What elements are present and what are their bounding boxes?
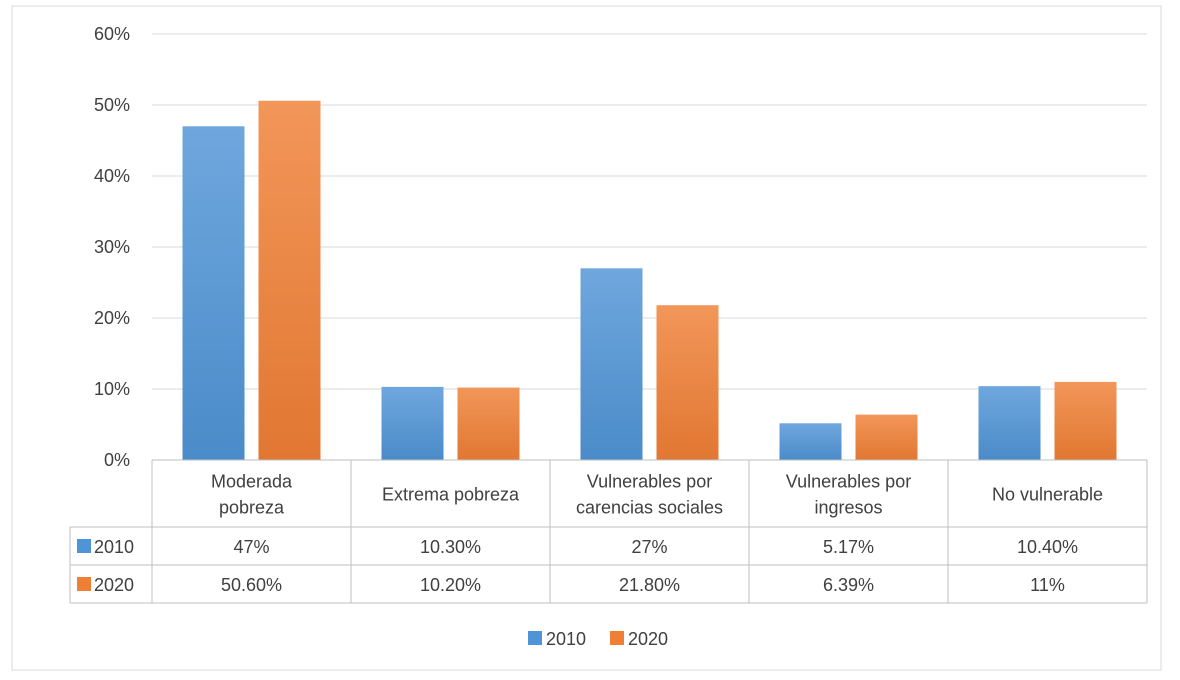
category-label: Vulnerables por: [786, 472, 911, 492]
legend-key-2020: [610, 631, 624, 645]
bar-2010-3: [779, 423, 842, 460]
table-cell-value: 10.30%: [420, 537, 481, 557]
legend-label: 2020: [628, 629, 668, 649]
table-cell-value: 27%: [631, 537, 667, 557]
bar-2020-2: [656, 305, 719, 460]
y-tick-label: 10%: [94, 379, 130, 399]
data-table: Moderada pobreza Extrema pobreza Vulnerable…: [69, 459, 1148, 604]
y-tick-label: 50%: [94, 95, 130, 115]
y-axis-tick-labels: 0% 10% 20% 30% 40% 50% 60%: [94, 24, 130, 470]
table-cell-value: 6.39%: [823, 575, 874, 595]
category-label: pobreza: [219, 498, 285, 518]
y-tick-label: 30%: [94, 237, 130, 257]
bar-2010-4: [978, 386, 1041, 460]
bar-2020-0: [258, 100, 321, 461]
category-label: carencias sociales: [576, 498, 723, 518]
table-cell-value: 10.20%: [420, 575, 481, 595]
legend-label: 2010: [546, 629, 586, 649]
bars: [182, 100, 1117, 461]
bar-2020-1: [457, 387, 520, 460]
bar-2010-0: [182, 126, 245, 461]
bar-2020-3: [855, 414, 918, 460]
y-tick-label: 60%: [94, 24, 130, 44]
bar-2020-4: [1054, 381, 1117, 460]
y-tick-label: 20%: [94, 308, 130, 328]
category-label: Vulnerables por: [587, 472, 712, 492]
table-series-name: 2020: [94, 575, 134, 595]
table-series-name: 2010: [94, 537, 134, 557]
table-legend-key-2010: [77, 539, 91, 553]
bar-2010-1: [381, 386, 444, 460]
table-cell-value: 5.17%: [823, 537, 874, 557]
category-label: Extrema pobreza: [382, 485, 520, 505]
bar-2010-2: [580, 268, 643, 460]
legend-key-2010: [528, 631, 542, 645]
legend: 2010 2020: [528, 629, 668, 649]
table-cell-value: 47%: [233, 537, 269, 557]
table-cell-value: 11%: [1030, 575, 1065, 595]
category-label: No vulnerable: [992, 485, 1103, 505]
table-legend-key-2020: [77, 577, 91, 591]
category-label: ingresos: [814, 498, 882, 518]
y-tick-label: 40%: [94, 166, 130, 186]
table-cell-value: 50.60%: [221, 575, 282, 595]
table-cell-value: 10.40%: [1017, 537, 1078, 557]
category-label: Moderada: [211, 472, 293, 492]
y-tick-label: 0%: [104, 450, 130, 470]
table-cell-value: 21.80%: [619, 575, 680, 595]
